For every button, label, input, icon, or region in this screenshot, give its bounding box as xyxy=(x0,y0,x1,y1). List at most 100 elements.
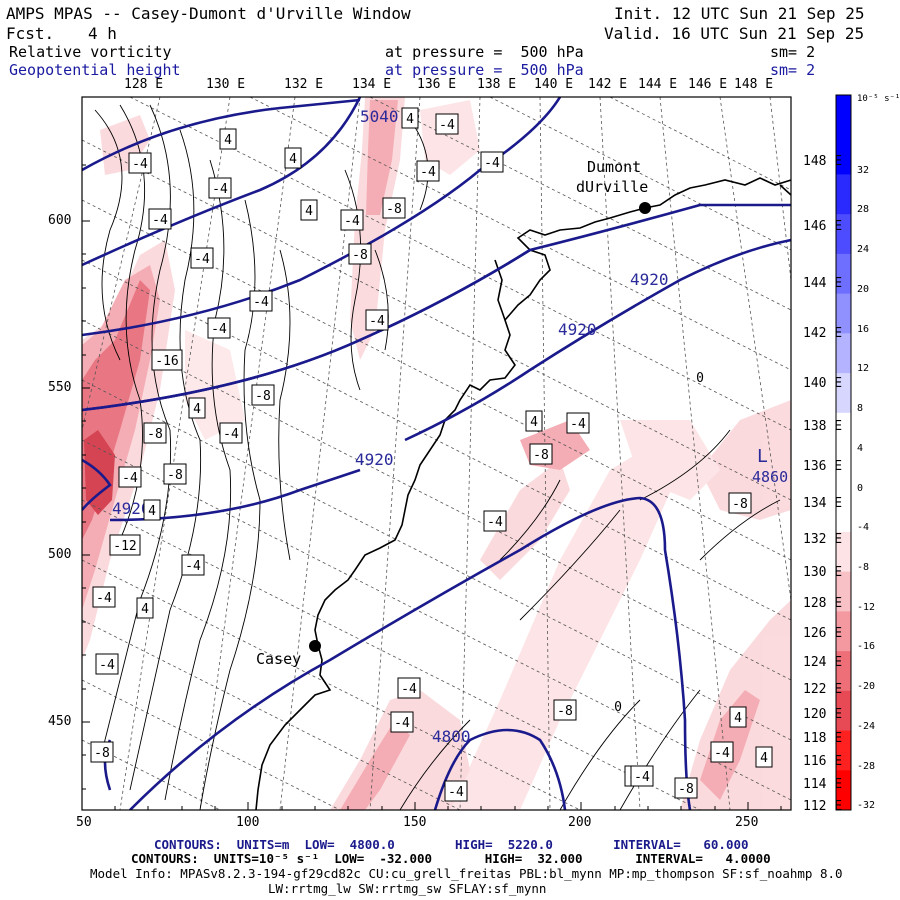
vorticity-label-text: 4 xyxy=(289,152,297,167)
height-contour-4860b xyxy=(129,496,692,810)
vorticity-label-box xyxy=(163,463,187,485)
footer-vorticity-contours: CONTOURS: UNITS=10⁻⁵ s⁻¹ LOW= -32.000 HI… xyxy=(131,851,771,866)
vorticity-label-box xyxy=(143,499,161,521)
vorticity-label-box xyxy=(529,443,553,465)
vorticity-label-text: -8 xyxy=(533,448,549,463)
vorticity-contour-label: -4 xyxy=(128,152,152,174)
right-longitude-label: 120 E xyxy=(803,707,843,722)
vorticity-label-box xyxy=(483,510,507,532)
vorticity-contour-label: -8 xyxy=(553,699,577,721)
legend-tick-label: -24 xyxy=(857,720,876,732)
vorticity-contour-label: 4 xyxy=(284,147,302,169)
vorticity-label-box xyxy=(90,741,114,763)
vorticity-label-box xyxy=(348,243,372,265)
right-longitude-label: 142 E xyxy=(803,326,843,341)
height-contours xyxy=(82,97,791,810)
vorticity-label-text: 4 xyxy=(141,602,149,617)
legend-color-cell xyxy=(836,492,851,533)
vorticity-label-box xyxy=(416,160,440,182)
vorticity-label-box xyxy=(674,777,698,799)
vort-band-southcentral-core xyxy=(480,460,570,580)
vorticity-contour-label: 4 xyxy=(525,410,543,432)
legend-color-cell xyxy=(836,214,851,255)
height-label: 4920 xyxy=(112,499,151,518)
vorticity-label-box xyxy=(249,290,273,312)
vorticity-label-text: 0 xyxy=(614,700,622,715)
vorticity-contour-label: -4 xyxy=(365,309,389,331)
field-height-pressure: at pressure = 500 hPa xyxy=(385,61,584,79)
vorticity-contour-label: -4 xyxy=(444,780,468,802)
top-longitude-label: 146 E xyxy=(688,77,728,92)
vorticity-label-box xyxy=(480,151,504,173)
vorticity-label-box xyxy=(143,422,167,444)
vorticity-label-box xyxy=(435,113,459,135)
vorticity-contour-label: -4 xyxy=(630,765,654,787)
vorticity-contour-label: -16 xyxy=(151,349,183,371)
vorticity-label-box xyxy=(365,309,389,331)
vorticity-label-box xyxy=(190,247,214,269)
top-longitude-label: 138 E xyxy=(477,77,517,92)
vorticity-label-text: -8 xyxy=(557,704,573,719)
legend-tick-label: -4 xyxy=(857,522,870,534)
legend-color-cell xyxy=(836,134,851,175)
vorticity-label-text: 4 xyxy=(530,415,538,430)
vorticity-contour-label: -4 xyxy=(435,113,459,135)
vorticity-label-text: -8 xyxy=(94,746,110,761)
field-vorticity-label: Relative vorticity xyxy=(9,43,172,61)
vorticity-contour-label: -4 xyxy=(207,317,231,339)
vorticity-label-text: -8 xyxy=(678,782,694,797)
legend-color-cell xyxy=(836,412,851,453)
vort-band-mid2 xyxy=(620,420,720,500)
height-contour-4980a xyxy=(82,97,362,267)
vorticity-contours xyxy=(94,104,781,810)
vorticity-label-text: 4 xyxy=(148,504,156,519)
vorticity-contour-label: -4 xyxy=(249,290,273,312)
right-longitude-label: 136 E xyxy=(803,459,843,474)
field-height-label: Geopotential height xyxy=(9,61,181,79)
vorticity-contour-label: -8 xyxy=(529,443,553,465)
vorticity-contour-label: -4 xyxy=(710,741,734,763)
low-center-marker: L xyxy=(757,446,768,467)
legend-color-cell xyxy=(836,333,851,374)
vorticity-contour-label: -4 xyxy=(340,209,364,231)
right-longitude-label: 130 E xyxy=(803,565,843,580)
vorticity-label-text: 0 xyxy=(696,371,704,386)
legend-tick-label: -8 xyxy=(857,561,870,573)
legend-tick-label: -28 xyxy=(857,760,876,772)
right-longitude-label: 146 E xyxy=(803,219,843,234)
height-label: 4920 xyxy=(558,320,597,339)
vorticity-contour-label: -4 xyxy=(416,160,440,182)
height-label: 4800 xyxy=(432,727,471,746)
vorticity-label-text: -4 xyxy=(185,559,201,574)
vorticity-contour-label: -8 xyxy=(728,492,752,514)
legend-color-cell xyxy=(836,730,851,771)
footer-model-info: Model Info: MPASv8.2.3-194-gf29cd82c CU:… xyxy=(90,866,843,881)
vorticity-contour-label: -4 xyxy=(92,586,116,608)
vort-band-134e-core xyxy=(366,100,398,215)
top-longitude-label: 128 E xyxy=(124,77,164,92)
vorticity-label-text: -8 xyxy=(255,389,271,404)
plot-area: 5040 4920 4920 4920 4800 4920 L 4860 Cas… xyxy=(82,97,791,810)
right-longitude-label: 124 E xyxy=(803,655,843,670)
top-longitude-label: 130 E xyxy=(206,77,246,92)
vorticity-label-box xyxy=(208,177,232,199)
field-height-smoothing: sm= 2 xyxy=(770,61,816,79)
legend-tick-label: 20 xyxy=(857,283,870,295)
vorticity-label-text: -12 xyxy=(113,539,136,554)
legend-color-cell xyxy=(836,174,851,215)
tick-marks xyxy=(81,164,782,810)
vorticity-label-box xyxy=(128,152,152,174)
legend-tick-label: 4 xyxy=(857,442,864,454)
legend-color-cell xyxy=(836,253,851,295)
legend-color-cell xyxy=(836,293,851,334)
low-center-value: 4860 xyxy=(752,468,788,486)
vorticity-label-box xyxy=(109,534,141,556)
vorticity-label-box xyxy=(382,197,406,219)
right-longitude-label: 126 E xyxy=(803,626,843,641)
legend-color-cell xyxy=(836,770,851,811)
vorticity-label-text: -8 xyxy=(386,202,402,217)
vorticity-labels: 4 -4 4 -4 -4 4 -4 -8 -4 -4 -4 4 -4 -4 -8 -4 4 -4 -8 -16 -4 -8… xyxy=(90,107,773,802)
vorticity-contour-label: -8 xyxy=(251,384,275,406)
vorticity-label-box xyxy=(444,780,468,802)
height-label: 4920 xyxy=(630,270,669,289)
